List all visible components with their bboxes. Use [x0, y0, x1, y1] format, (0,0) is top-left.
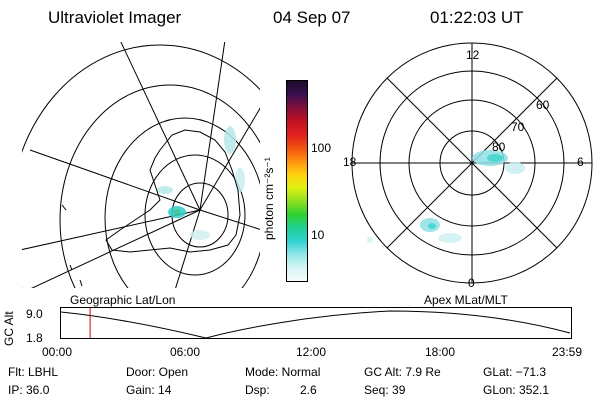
mlt-label-12: 12: [466, 48, 480, 62]
geographic-map: [22, 42, 260, 288]
info-seq: Seq: 39: [364, 383, 406, 397]
lat-label-60: 60: [536, 98, 550, 112]
info-gc-alt: GC Alt: 7.9 Re: [364, 365, 441, 379]
time-label: 01:22:03 UT: [430, 8, 524, 27]
alt-plot-ylabel: GC Alt: [2, 311, 16, 346]
coastline: [105, 129, 241, 253]
alt-xtick-1: 06:00: [170, 345, 201, 359]
date-label: 04 Sep 07: [273, 8, 351, 27]
alt-xtick-0: 00:00: [42, 345, 73, 359]
colorbar: [286, 80, 308, 282]
mlt-label-18: 18: [343, 155, 357, 169]
info-door: Door: Open: [126, 365, 189, 379]
colorbar-tick-100: 100: [311, 141, 332, 155]
info-filter: Flt: LBHL: [8, 365, 59, 379]
auroral-emission-left: [157, 126, 245, 240]
info-mode: Mode: Normal: [245, 365, 321, 379]
info-gain: Gain: 14: [126, 383, 172, 397]
magnetic-polar-map: [351, 42, 593, 284]
alt-ytick-low: 1.8: [26, 331, 43, 345]
altitude-plot: [60, 307, 572, 339]
instrument-title: Ultraviolet Imager: [48, 8, 182, 27]
alt-xtick-3: 18:00: [425, 345, 456, 359]
mlt-label-6: 6: [577, 155, 584, 169]
lat-label-70: 70: [511, 120, 525, 134]
mlt-label-0: 0: [468, 276, 475, 290]
info-ip: IP: 36.0: [8, 383, 50, 397]
colorbar-tick-10: 10: [311, 228, 325, 242]
colorbar-label: photon cm⁻²s⁻¹: [262, 157, 276, 240]
alt-xtick-2: 12:00: [296, 345, 327, 359]
auroral-emission-right: [367, 150, 525, 243]
alt-xtick-4: 23:59: [552, 345, 583, 359]
info-dsp-value: 2.6: [300, 383, 317, 397]
altitude-curve: [60, 310, 571, 339]
alt-ytick-high: 9.0: [26, 307, 43, 321]
info-glat: GLat: −71.3: [483, 365, 547, 379]
info-dsp-label: Dsp:: [245, 383, 270, 397]
info-glon: GLon: 352.1: [483, 383, 550, 397]
right-map-label: Apex MLat/MLT: [424, 293, 508, 307]
left-map-label: Geographic Lat/Lon: [70, 293, 176, 307]
lat-label-80: 80: [492, 140, 506, 154]
